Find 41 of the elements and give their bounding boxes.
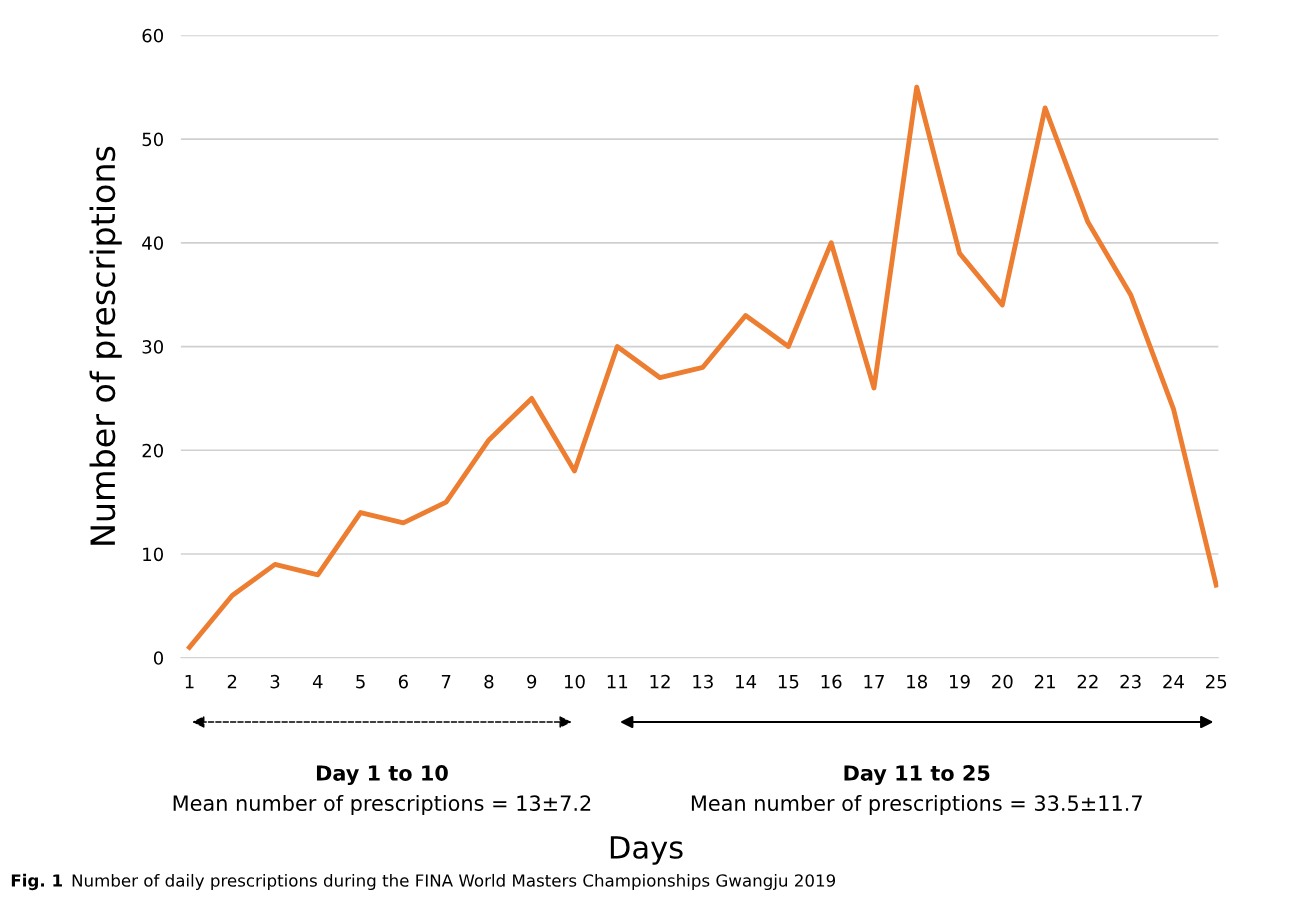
x-axis-title: Days bbox=[610, 836, 683, 865]
caption: Fig. 1 bbox=[11, 873, 62, 891]
x-tick-label: 6 bbox=[398, 674, 408, 689]
x-tick-label: 13 bbox=[693, 674, 713, 689]
x-tick-label: 12 bbox=[650, 674, 670, 689]
x-tick-label: 24 bbox=[1163, 674, 1184, 689]
x-tick-label: 3 bbox=[270, 674, 280, 689]
y-tick-label: 20 bbox=[142, 443, 164, 458]
x-tick-label: 17 bbox=[864, 674, 884, 689]
y-axis-title: Number of prescriptions bbox=[89, 146, 122, 545]
y-tick-label: 30 bbox=[142, 340, 164, 354]
x-tick-label: 15 bbox=[778, 674, 799, 689]
x-tick-label: 21 bbox=[1034, 674, 1055, 689]
y-tick-label: 40 bbox=[142, 236, 164, 250]
y-tick-label: 10 bbox=[143, 547, 164, 562]
text: Mean number of prescriptions = 33.5±11.7 bbox=[691, 794, 1142, 816]
x-tick-label: 10 bbox=[564, 674, 585, 689]
x-tick-label: 22 bbox=[1077, 674, 1098, 689]
x-tick-label: 1 bbox=[185, 674, 194, 689]
x-tick-label: 9 bbox=[527, 674, 537, 689]
x-tick-label: 5 bbox=[356, 674, 365, 689]
x-tick-label: 2 bbox=[227, 674, 237, 689]
y-tick-label: 50 bbox=[142, 132, 164, 147]
x-tick-label: 7 bbox=[441, 674, 451, 689]
text: Number of daily prescriptions during the FINA World Masters Championships Gwangju 2019 bbox=[72, 873, 836, 891]
line-series bbox=[187, 84, 1219, 650]
x-tick-label: 18 bbox=[907, 674, 927, 689]
x-tick-label: 14 bbox=[736, 674, 757, 689]
text: Mean number of prescriptions = 13±7.2 bbox=[173, 794, 591, 816]
x-tick-label: 25 bbox=[1206, 674, 1227, 689]
text: Day 11 to 25 bbox=[844, 765, 990, 786]
x-tick-label: 19 bbox=[950, 674, 970, 689]
x-tick-label: 4 bbox=[312, 674, 323, 689]
x-tick-label: 8 bbox=[484, 674, 494, 689]
x-tick-label: 20 bbox=[992, 674, 1013, 689]
x-tick-label: 16 bbox=[821, 674, 842, 689]
y-tick-label: 60 bbox=[142, 28, 164, 43]
x-tick-label: 11 bbox=[607, 674, 628, 689]
text: Day 1 to 10 bbox=[316, 765, 448, 786]
y-tick-label: 0 bbox=[153, 651, 164, 665]
x-tick-label: 23 bbox=[1120, 674, 1141, 689]
